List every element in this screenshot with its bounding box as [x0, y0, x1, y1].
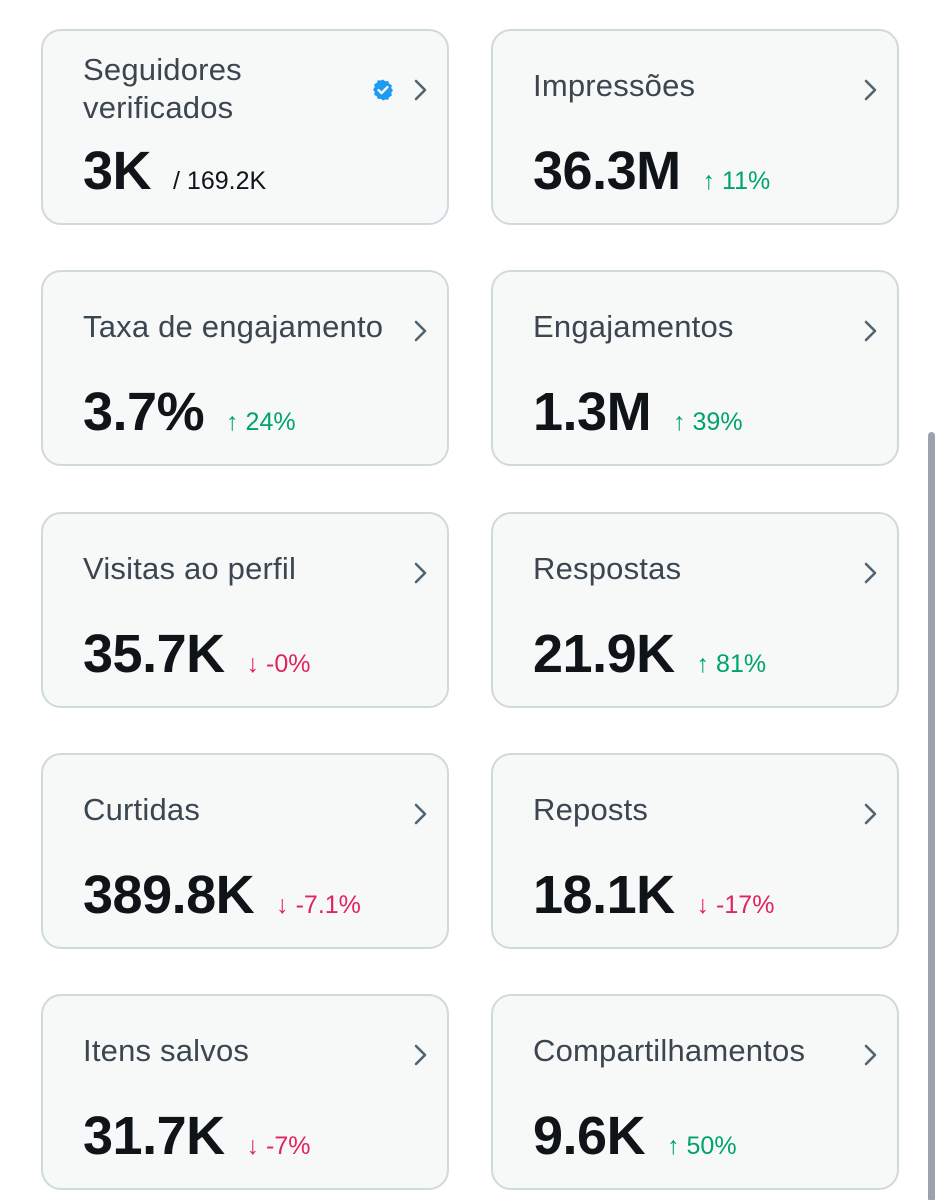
card-title: Seguidores verificados — [83, 52, 242, 125]
metric-row: 36.3M ↑ 11% — [533, 141, 770, 201]
card-engagement-rate[interactable]: Taxa de engajamento 3.7% ↑ 24% — [41, 270, 449, 466]
card-profile-visits[interactable]: Visitas ao perfil 35.7K ↓ -0% — [41, 512, 449, 708]
card-likes[interactable]: Curtidas 389.8K ↓ -7.1% — [41, 753, 449, 949]
metric-row: 31.7K ↓ -7% — [83, 1106, 311, 1166]
metric-change: ↑ 81% — [696, 650, 767, 678]
metric-change: ↓ -7% — [246, 1132, 311, 1160]
metric-value: 1.3M — [533, 382, 652, 442]
metric-row: 1.3M ↑ 39% — [533, 382, 743, 442]
card-title: Compartilhamentos — [533, 1033, 806, 1068]
card-replies[interactable]: Respostas 21.9K ↑ 81% — [491, 512, 899, 708]
chevron-right-icon — [414, 1044, 427, 1066]
metric-row: 35.7K ↓ -0% — [83, 624, 311, 684]
chevron-right-icon — [414, 803, 427, 825]
metric-change: ↓ -0% — [246, 650, 311, 678]
card-title: Taxa de engajamento — [83, 309, 384, 344]
card-verified-followers[interactable]: Seguidores verificados 3K / 169.2K — [41, 29, 449, 225]
metric-row: 3K / 169.2K — [83, 141, 266, 201]
card-title: Impressões — [533, 68, 696, 103]
metric-value: 31.7K — [83, 1106, 225, 1166]
chevron-right-icon — [414, 79, 427, 101]
verified-badge-icon — [373, 79, 393, 101]
card-title: Respostas — [533, 551, 682, 586]
metric-change: ↑ 39% — [673, 408, 743, 436]
chevron-right-icon — [864, 562, 877, 584]
metric-value: 3K — [83, 141, 152, 201]
metric-change: ↓ -17% — [696, 891, 775, 919]
metric-value: 35.7K — [83, 624, 225, 684]
metric-row: 3.7% ↑ 24% — [83, 382, 296, 442]
chevron-right-icon — [864, 79, 877, 101]
metric-row: 21.9K ↑ 81% — [533, 624, 766, 684]
metric-total: / 169.2K — [173, 167, 267, 195]
metric-row: 18.1K ↓ -17% — [533, 865, 774, 925]
chevron-right-icon — [414, 320, 427, 342]
metric-change: ↑ 11% — [702, 167, 771, 195]
card-title: Curtidas — [83, 792, 201, 827]
card-engagements[interactable]: Engajamentos 1.3M ↑ 39% — [491, 270, 899, 466]
metric-row: 389.8K ↓ -7.1% — [83, 865, 361, 925]
chevron-right-icon — [864, 803, 877, 825]
card-reposts[interactable]: Reposts 18.1K ↓ -17% — [491, 753, 899, 949]
chevron-right-icon — [864, 1044, 877, 1066]
chevron-right-icon — [864, 320, 877, 342]
metric-value: 389.8K — [83, 865, 255, 925]
metric-value: 9.6K — [533, 1106, 646, 1166]
metric-value: 21.9K — [533, 624, 675, 684]
card-title: Itens salvos — [83, 1033, 250, 1068]
card-impressions[interactable]: Impressões 36.3M ↑ 11% — [491, 29, 899, 225]
card-title: Reposts — [533, 792, 649, 827]
metric-change: ↑ 24% — [226, 408, 296, 436]
metric-value: 36.3M — [533, 141, 681, 201]
card-saved-items[interactable]: Itens salvos 31.7K ↓ -7% — [41, 994, 449, 1190]
card-title: Visitas ao perfil — [83, 551, 297, 586]
metric-value: 18.1K — [533, 865, 675, 925]
metric-change: ↑ 50% — [667, 1132, 737, 1160]
chevron-right-icon — [414, 562, 427, 584]
scrollbar[interactable] — [928, 432, 935, 1200]
card-shares[interactable]: Compartilhamentos 9.6K ↑ 50% — [491, 994, 899, 1190]
metric-row: 9.6K ↑ 50% — [533, 1106, 737, 1166]
card-title: Engajamentos — [533, 309, 734, 344]
metric-change: ↓ -7.1% — [276, 891, 361, 919]
metric-value: 3.7% — [83, 382, 205, 442]
